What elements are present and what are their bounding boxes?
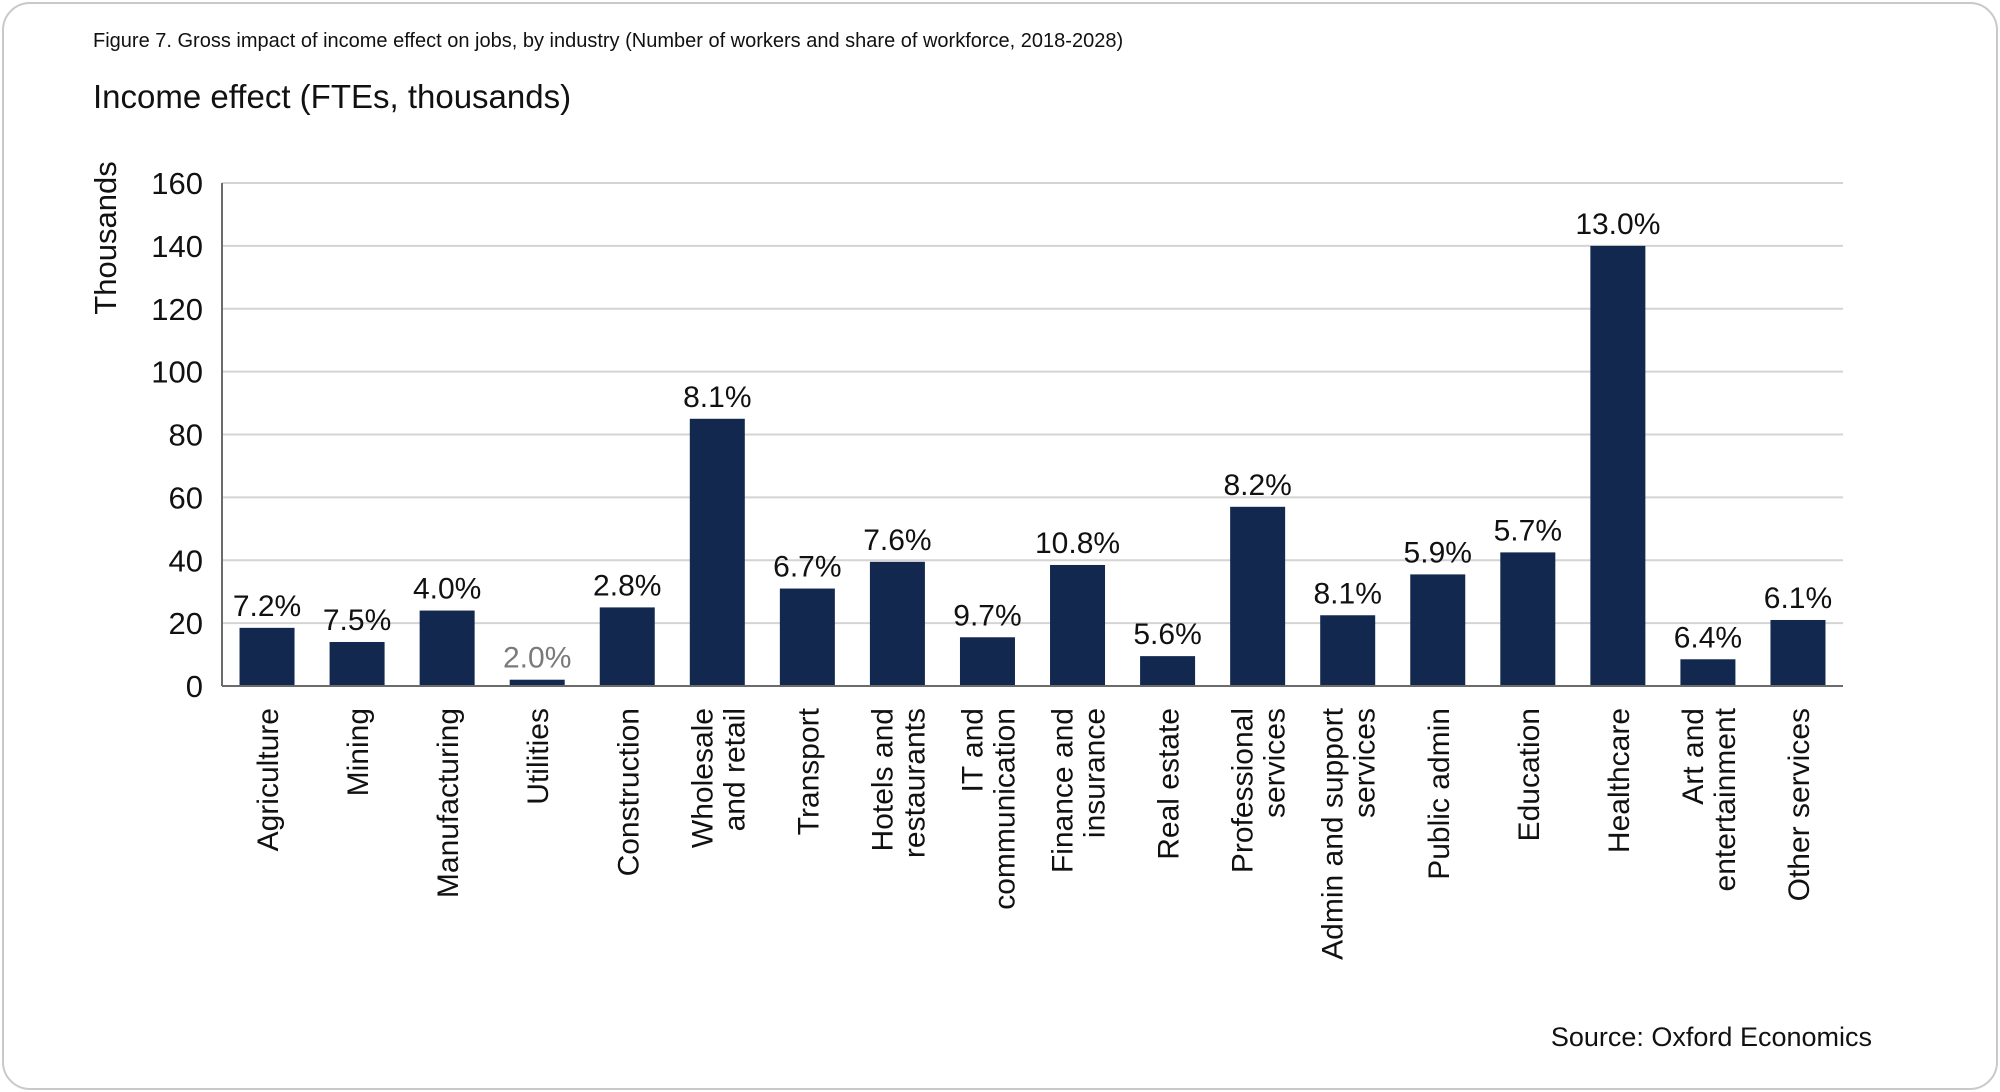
chart-title: Income effect (FTEs, thousands)	[93, 78, 572, 115]
category-label: Art and entertainment	[1677, 707, 1742, 891]
data-label: 8.1%	[1313, 577, 1381, 610]
category-label: Professional services	[1227, 708, 1292, 873]
category-label-line: IT and	[956, 708, 989, 793]
category-label-line: restaurants	[898, 708, 931, 858]
figure-caption: Figure 7. Gross impact of income effect …	[93, 30, 1124, 52]
category-label: Utilities	[522, 708, 555, 805]
y-axis-label: Thousands	[88, 161, 123, 314]
category-label-line: Other services	[1783, 708, 1816, 901]
y-tick-label: 20	[169, 606, 203, 641]
data-label: 5.6%	[1133, 618, 1201, 651]
bar	[1590, 245, 1646, 686]
category-label: Manufacturing	[432, 708, 465, 898]
data-label: 8.2%	[1223, 469, 1291, 502]
category-label-line: insurance	[1079, 708, 1112, 838]
category-label-line: entertainment	[1709, 707, 1742, 891]
y-tick-label: 140	[151, 229, 203, 264]
category-label-line: Mining	[342, 708, 375, 796]
category-label: Wholesale and retail	[686, 708, 751, 848]
data-label: 4.0%	[413, 573, 481, 606]
bar	[1230, 506, 1286, 686]
category-label-line: Wholesale	[686, 708, 719, 848]
data-label: 9.7%	[953, 599, 1021, 632]
category-label-line: Manufacturing	[432, 708, 465, 898]
category-label-line: Utilities	[522, 708, 555, 805]
category-label-line: and retail	[718, 708, 751, 831]
category-labels: Agriculture Mining Manufacturing Utilities C…	[252, 707, 1816, 959]
category-label-line: Transport	[792, 707, 825, 835]
data-label: 13.0%	[1575, 208, 1660, 241]
y-tick-label: 40	[169, 543, 203, 578]
data-label: 6.1%	[1764, 582, 1832, 615]
data-labels: 7.2% 7.5% 4.0% 2.0% 2.8% 8.1% 6.7% 7.6% 9.7% 10.8…	[233, 208, 1832, 675]
data-label: 6.7%	[773, 551, 841, 584]
category-label: Finance and insurance	[1047, 708, 1112, 873]
gridlines	[222, 182, 1843, 625]
category-label-line: services	[1259, 708, 1292, 818]
category-label: Education	[1513, 708, 1546, 841]
data-label: 10.8%	[1035, 527, 1120, 560]
category-label-line: Healthcare	[1603, 708, 1636, 853]
data-label: 5.7%	[1494, 514, 1562, 547]
category-label: IT and communication	[956, 708, 1021, 910]
bar	[1770, 619, 1826, 686]
data-label: 7.2%	[233, 590, 301, 623]
source-note: Source: Oxford Economics	[1550, 1022, 1872, 1052]
category-label: Public admin	[1423, 708, 1456, 880]
data-label: 2.0%	[503, 642, 571, 675]
category-label-line: Construction	[612, 708, 645, 876]
category-label: Healthcare	[1603, 708, 1636, 853]
y-tick-labels: 0 20 40 60 80 100 120 140 160	[151, 166, 203, 704]
category-label-line: Admin and support	[1317, 707, 1350, 959]
bar	[509, 679, 565, 686]
bar	[1050, 564, 1106, 686]
category-label: Mining	[342, 708, 375, 796]
bar	[239, 627, 295, 686]
data-label: 8.1%	[683, 381, 751, 414]
bar	[1140, 656, 1196, 686]
y-tick-label: 100	[151, 355, 203, 390]
category-label-line: Professional	[1227, 708, 1260, 873]
y-tick-label: 0	[186, 669, 203, 704]
category-label-line: Agriculture	[252, 708, 285, 851]
category-label: Admin and support services	[1317, 707, 1382, 959]
category-label-line: Hotels and	[866, 708, 899, 851]
bar	[1500, 552, 1556, 686]
data-label: 2.8%	[593, 569, 661, 602]
y-tick-label: 60	[169, 480, 203, 515]
bar	[869, 561, 925, 686]
bar	[959, 637, 1015, 686]
y-tick-label: 80	[169, 418, 203, 453]
bar	[419, 610, 475, 686]
category-label-line: services	[1349, 708, 1382, 818]
data-label: 7.5%	[323, 604, 391, 637]
data-label: 6.4%	[1674, 621, 1742, 654]
bars	[239, 245, 1826, 686]
category-label-line: communication	[988, 708, 1021, 910]
y-tick-label: 160	[151, 166, 203, 201]
data-label: 7.6%	[863, 524, 931, 557]
category-label: Hotels and restaurants	[866, 708, 931, 858]
bar	[779, 588, 835, 686]
bar	[1410, 574, 1466, 686]
category-label-line: Finance and	[1047, 708, 1080, 873]
axes	[221, 183, 1843, 687]
category-label-line: Public admin	[1423, 708, 1456, 880]
category-label: Other services	[1783, 708, 1816, 901]
y-tick-label: 120	[151, 292, 203, 327]
category-label: Transport	[792, 707, 825, 835]
bar	[689, 418, 745, 686]
category-label: Agriculture	[252, 708, 285, 851]
category-label: Real estate	[1153, 708, 1186, 860]
category-label-line: Art and	[1677, 708, 1710, 805]
category-label-line: Education	[1513, 708, 1546, 841]
category-label-line: Real estate	[1153, 708, 1186, 860]
bar	[599, 607, 655, 686]
bar	[329, 641, 385, 686]
data-label: 5.9%	[1404, 536, 1472, 569]
bar	[1320, 615, 1376, 686]
category-label: Construction	[612, 708, 645, 876]
bar	[1680, 659, 1736, 686]
